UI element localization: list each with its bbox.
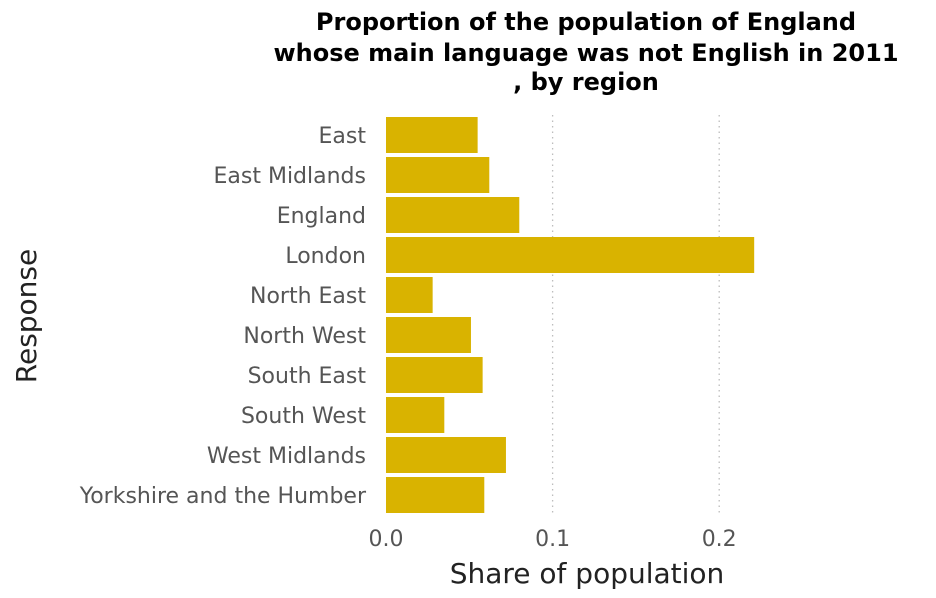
- chart-title-line-2: whose main language was not English in 2…: [273, 39, 898, 67]
- category-label-yorkshire-and-the-humber: Yorkshire and the Humber: [79, 484, 367, 509]
- bar-north-east: [386, 277, 433, 313]
- category-label-south-east: South East: [248, 364, 367, 389]
- category-label-east: East: [319, 124, 367, 149]
- x-axis-title: Share of population: [450, 557, 725, 590]
- chart-title-line-3: , by region: [513, 68, 659, 96]
- category-label-south-west: South West: [241, 404, 366, 429]
- bar-yorkshire-and-the-humber: [386, 477, 485, 513]
- category-label-london: London: [285, 244, 366, 269]
- bar-east: [386, 117, 478, 153]
- bar-south-west: [386, 397, 445, 433]
- x-tick-label-2: 0.2: [702, 527, 737, 552]
- x-tick-labels: 0.0 0.1 0.2: [369, 527, 737, 552]
- category-labels: East East Midlands England London North East…: [79, 124, 367, 509]
- bar-north-west: [386, 317, 471, 353]
- y-axis-title: Response: [10, 249, 43, 383]
- category-label-west-midlands: West Midlands: [207, 444, 366, 469]
- category-label-north-east: North East: [250, 284, 366, 309]
- chart-title-line-1: Proportion of the population of England: [316, 8, 856, 36]
- x-tick-label-0: 0.0: [369, 527, 404, 552]
- category-label-england: England: [277, 204, 366, 229]
- bar-london: [386, 237, 755, 273]
- bars: [386, 117, 755, 513]
- bar-west-midlands: [386, 437, 506, 473]
- bar-south-east: [386, 357, 483, 393]
- category-label-east-midlands: East Midlands: [214, 164, 367, 189]
- bar-east-midlands: [386, 157, 490, 193]
- bar-england: [386, 197, 520, 233]
- category-label-north-west: North West: [243, 324, 366, 349]
- gridlines: [551, 115, 720, 515]
- chart-title: Proportion of the population of England …: [273, 8, 898, 96]
- x-tick-label-1: 0.1: [535, 527, 570, 552]
